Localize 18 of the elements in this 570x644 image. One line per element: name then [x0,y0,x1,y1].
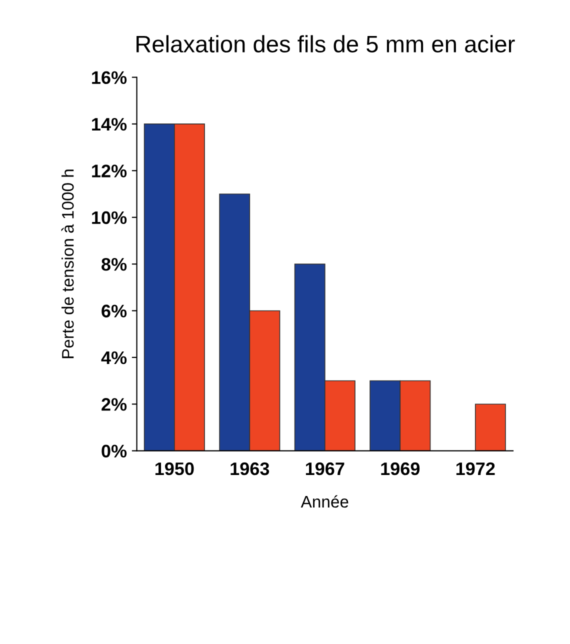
x-tick-label: 1963 [230,462,270,476]
bar [474,404,506,451]
y-tick-label: 12% [92,164,127,178]
y-tick-label: 8% [102,258,127,271]
y-tick-label: 6% [102,304,127,318]
y-tick-label: 14% [92,118,127,131]
y-tick-label: 10% [92,211,127,224]
chart-title: Relaxation des fils de 5 mm en acier [136,35,515,53]
x-axis-title: Année [300,495,348,508]
x-tick-label: 1969 [381,462,420,476]
y-tick-label: 0% [102,444,127,458]
y-tick-label: 2% [102,398,127,411]
y-axis-title: Perte de tension à 1000 h [61,170,74,358]
x-tick-label: 1972 [456,462,495,476]
x-tick-label: 1967 [306,462,344,476]
y-tick-label: 4% [101,351,127,364]
x-tick-label: 1950 [155,462,194,476]
y-tick-label: 16% [92,71,127,84]
